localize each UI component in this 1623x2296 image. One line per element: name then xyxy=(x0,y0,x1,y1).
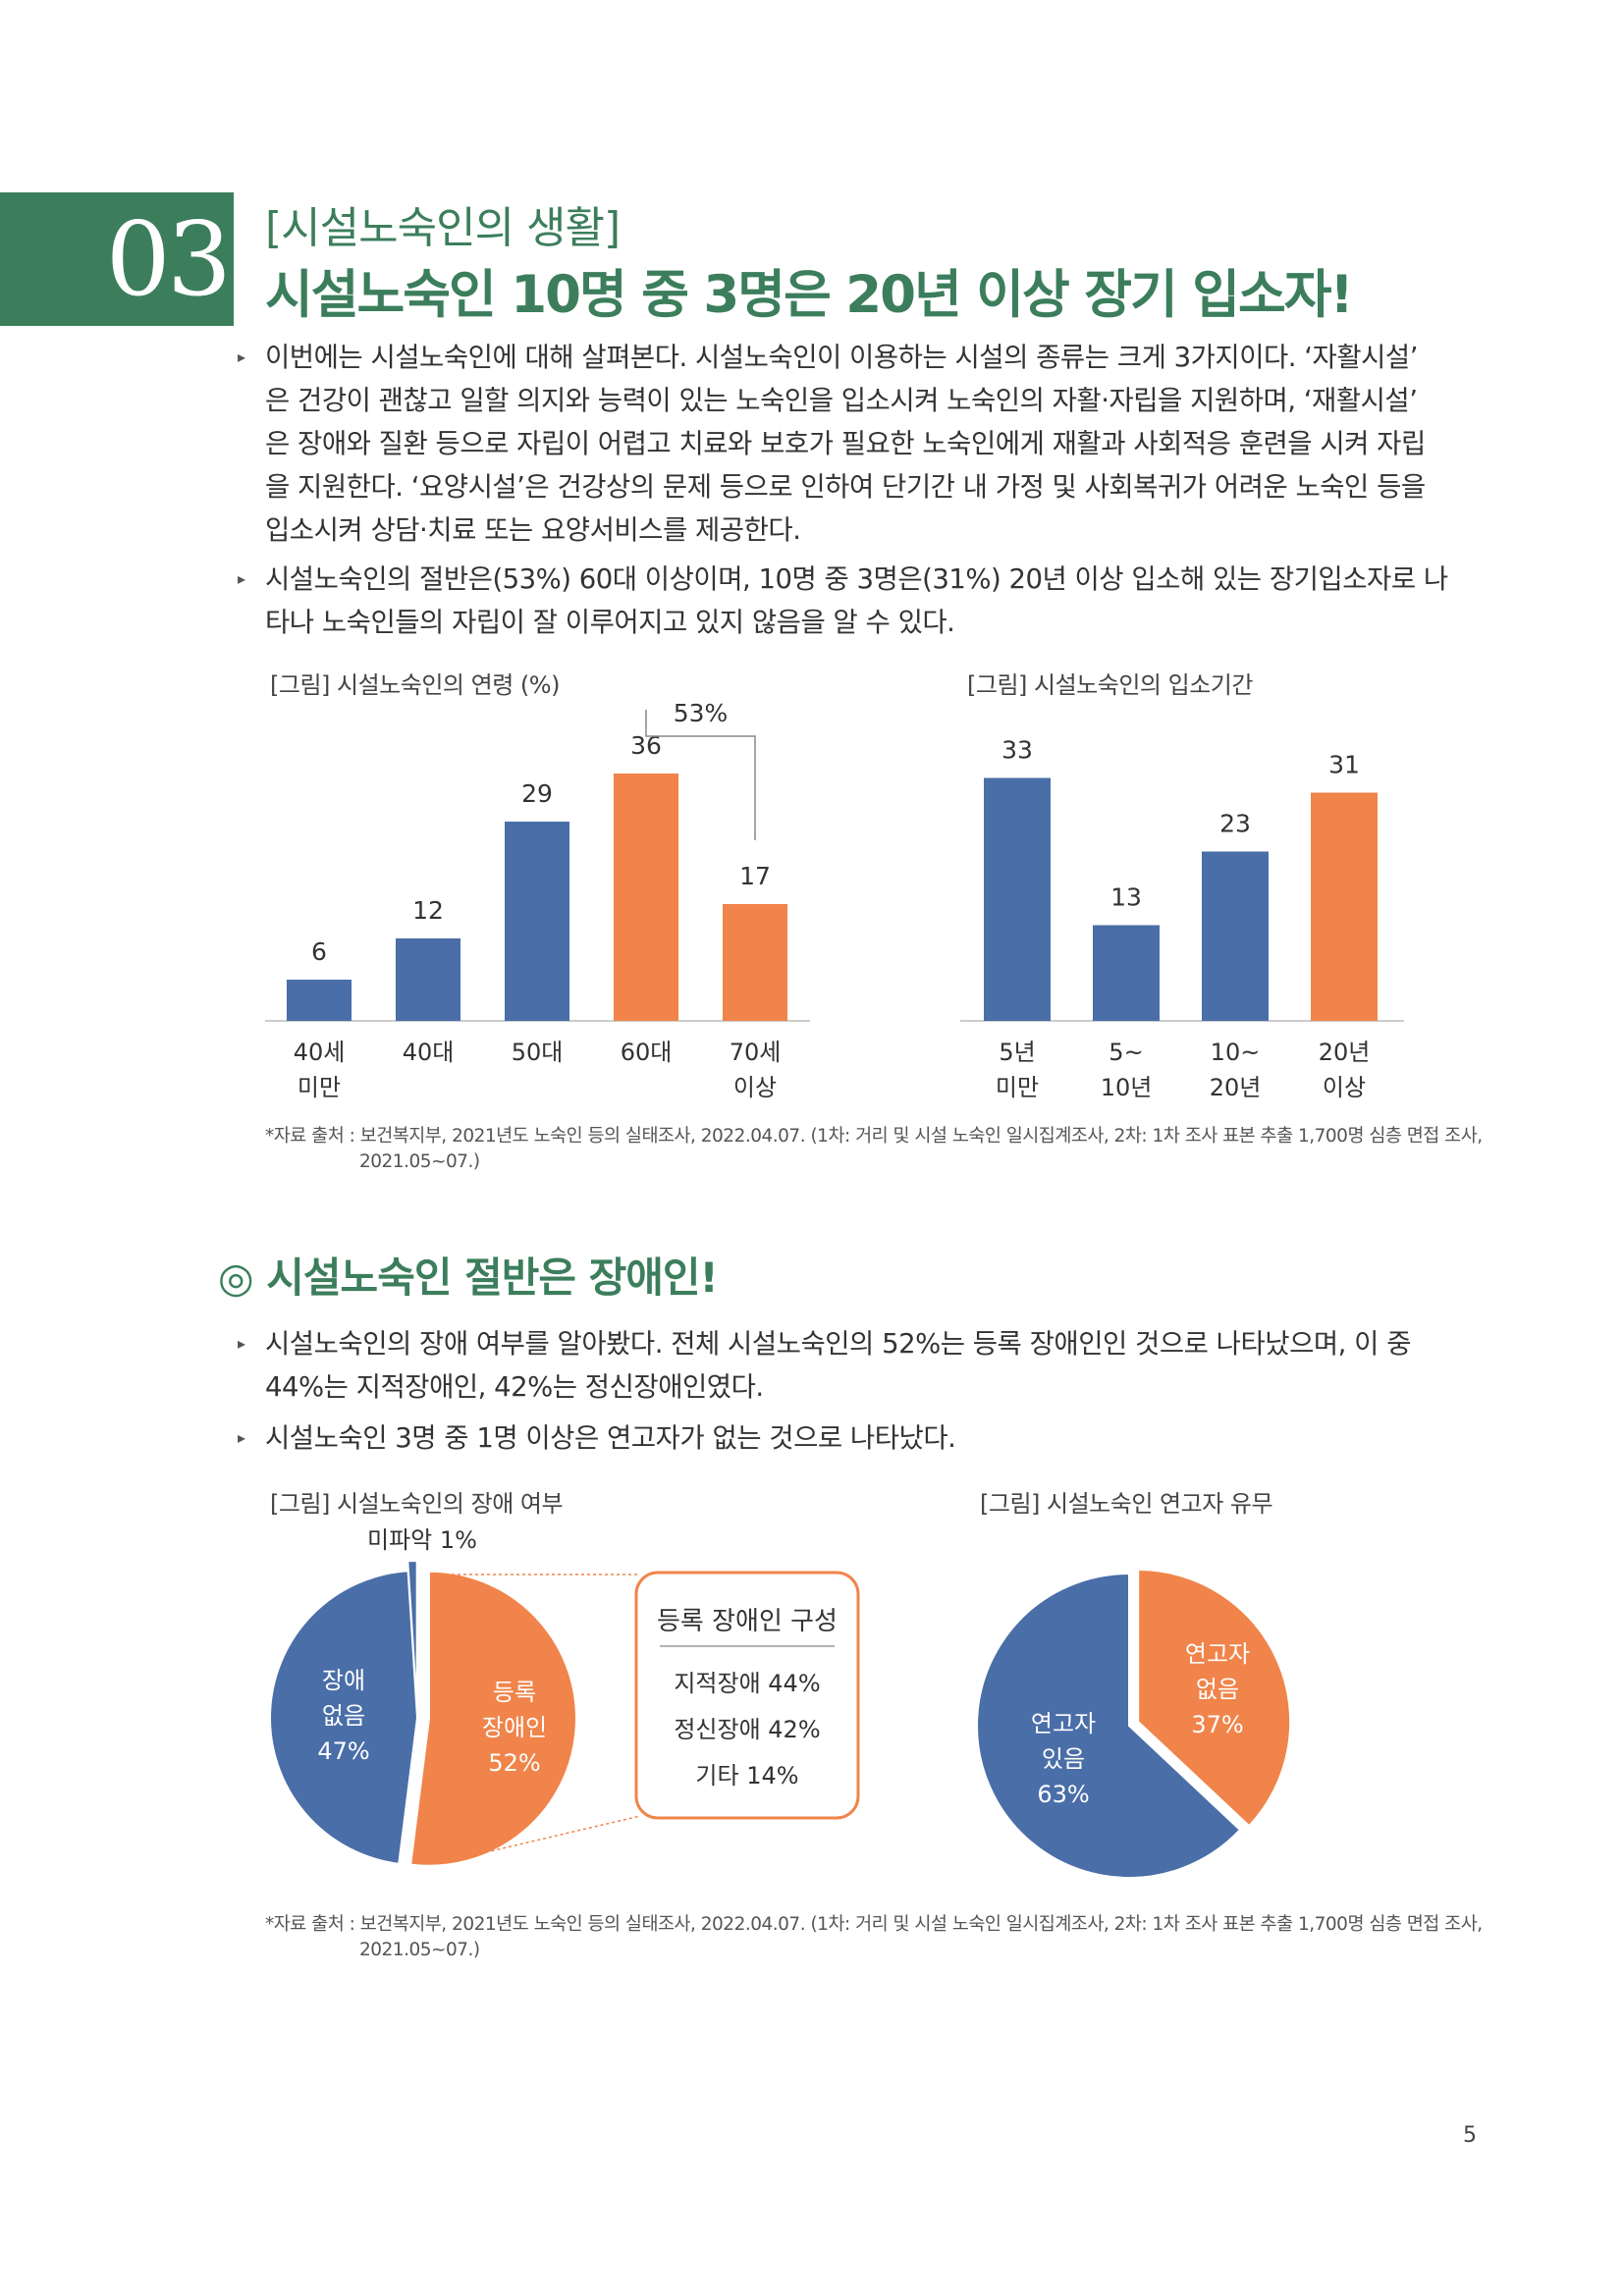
pie-slice xyxy=(409,1570,577,1867)
x-tick-label: 40대 xyxy=(403,1039,455,1066)
source-line: *자료 출처 : 보건복지부, 2021년도 노숙인 등의 실태조사, 2022… xyxy=(265,1126,1483,1147)
callout-item: 정신장애 42% xyxy=(674,1716,820,1743)
x-tick-label: 60대 xyxy=(621,1039,673,1066)
slice-label: 있음 xyxy=(1042,1745,1085,1773)
x-tick-label: 70세 xyxy=(730,1039,782,1066)
bar xyxy=(287,980,352,1021)
pie-slice xyxy=(269,1570,419,1865)
text-line: 을 지원한다. ‘요양시설’은 건강상의 문제 등으로 인하여 단기간 내 가정… xyxy=(265,471,1426,503)
text-line: 은 장애와 질환 등으로 자립이 어렵고 치료와 보호가 필요한 노숙인에게 재… xyxy=(265,428,1426,459)
slice-label: 63% xyxy=(1037,1781,1089,1808)
page-number: 5 xyxy=(1463,2123,1477,2148)
slice-label: 없음 xyxy=(1196,1676,1239,1703)
x-tick-label: 10년 xyxy=(1101,1074,1153,1101)
bar-value-label: 29 xyxy=(521,779,553,808)
bar xyxy=(1202,851,1269,1021)
bar xyxy=(1311,792,1378,1021)
x-tick-label: 이상 xyxy=(733,1074,777,1101)
bar xyxy=(505,822,569,1021)
x-tick-label: 50대 xyxy=(512,1039,564,1066)
slice-label: 장애 xyxy=(322,1667,365,1694)
bar-value-label: 6 xyxy=(311,937,327,966)
bar-value-label: 12 xyxy=(412,896,444,925)
bar xyxy=(396,938,460,1021)
paragraph-4: ▸ 시설노숙인 3명 중 1명 이상은 연고자가 없는 것으로 나타났다. xyxy=(238,1416,1483,1460)
triangle-bullet-icon: ▸ xyxy=(238,347,245,366)
disability-chart-title: [그림] 시설노숙인의 장애 여부 xyxy=(270,1490,564,1518)
bar-value-label: 31 xyxy=(1328,751,1360,779)
text-line: 타나 노숙인들의 자립이 잘 이루어지고 있지 않음을 알 수 있다. xyxy=(265,607,955,638)
paragraph-3: ▸ 시설노숙인의 장애 여부를 알아봤다. 전체 시설노숙인의 52%는 등록 … xyxy=(238,1322,1483,1409)
x-tick-label: 20년 xyxy=(1319,1039,1371,1066)
text-line: 시설노숙인의 절반은(53%) 60대 이상이며, 10명 중 3명은(31%)… xyxy=(265,563,1448,595)
triangle-bullet-icon: ▸ xyxy=(238,1428,245,1447)
bar xyxy=(723,904,787,1021)
pie-slice xyxy=(976,1572,1242,1879)
callout-title: 등록 장애인 구성 xyxy=(657,1607,838,1636)
x-tick-label: 5~ xyxy=(1109,1039,1143,1066)
source-line: 2021.05~07.) xyxy=(359,1151,480,1172)
text-line: 은 건강이 괜찮고 일할 의지와 능력이 있는 노숙인을 입소시켜 노숙인의 자… xyxy=(265,385,1418,416)
source-note-1: *자료 출처 : 보건복지부, 2021년도 노숙인 등의 실태조사, 2022… xyxy=(265,1124,1483,1175)
x-tick-label: 미만 xyxy=(996,1074,1039,1101)
age-chart-title: [그림] 시설노숙인의 연령 (%) xyxy=(270,671,560,699)
x-tick-label: 5년 xyxy=(999,1039,1035,1066)
x-tick-label: 40세 xyxy=(294,1039,346,1066)
source-note-2: *자료 출처 : 보건복지부, 2021년도 노숙인 등의 실태조사, 2022… xyxy=(265,1912,1483,1963)
slice-label: 47% xyxy=(317,1737,369,1765)
slice-label: 없음 xyxy=(322,1702,365,1730)
text-line: 44%는 지적장애인, 42%는 정신장애인였다. xyxy=(265,1371,764,1403)
pie-slice xyxy=(406,1560,418,1709)
callout-item: 기타 14% xyxy=(695,1762,798,1789)
x-tick-label: 이상 xyxy=(1323,1074,1366,1101)
callout-connector xyxy=(439,1815,641,1864)
bar-value-label: 33 xyxy=(1001,736,1033,765)
bracket-label: 53% xyxy=(674,699,729,727)
x-tick-label: 미만 xyxy=(298,1074,341,1101)
bar-value-label: 17 xyxy=(739,862,771,890)
source-line: 2021.05~07.) xyxy=(359,1940,480,1960)
bar xyxy=(984,777,1051,1021)
bar xyxy=(1093,925,1160,1021)
family-chart-title: [그림] 시설노숙인 연고자 유무 xyxy=(980,1490,1273,1518)
slice-label: 미파악 1% xyxy=(367,1526,477,1554)
text-line: 시설노숙인 3명 중 1명 이상은 연고자가 없는 것으로 나타났다. xyxy=(265,1422,956,1454)
paragraph-1: ▸ 이번에는 시설노숙인에 대해 살펴본다. 시설노숙인이 이용하는 시설의 종… xyxy=(238,336,1483,552)
x-tick-label: 10~ xyxy=(1211,1039,1261,1066)
triangle-bullet-icon: ▸ xyxy=(238,1334,245,1353)
slice-label: 등록 xyxy=(493,1679,536,1706)
triangle-bullet-icon: ▸ xyxy=(238,569,245,588)
section-subtitle: [시설노숙인의 생활] xyxy=(265,203,621,253)
bar xyxy=(614,774,678,1021)
section-title: 시설노숙인 10명 중 3명은 20년 이상 장기 입소자! xyxy=(265,265,1354,325)
pie-slice xyxy=(1137,1569,1292,1828)
callout-box xyxy=(634,1571,860,1820)
bar-value-label: 23 xyxy=(1219,810,1251,838)
slice-label: 52% xyxy=(488,1749,540,1777)
callout-item: 지적장애 44% xyxy=(674,1670,820,1697)
text-line: 시설노숙인의 장애 여부를 알아봤다. 전체 시설노숙인의 52%는 등록 장애… xyxy=(265,1328,1412,1360)
slice-label: 연고자 xyxy=(1185,1640,1250,1668)
x-tick-label: 20년 xyxy=(1210,1074,1262,1101)
slice-label: 연고자 xyxy=(1031,1710,1096,1737)
subsection-title: ◎ 시설노숙인 절반은 장애인! xyxy=(218,1254,719,1302)
source-line: *자료 출처 : 보건복지부, 2021년도 노숙인 등의 실태조사, 2022… xyxy=(265,1914,1483,1935)
text-line: 이번에는 시설노숙인에 대해 살펴본다. 시설노숙인이 이용하는 시설의 종류는… xyxy=(265,342,1418,373)
bracket-line xyxy=(645,710,756,840)
bar-value-label: 13 xyxy=(1110,883,1142,912)
stay-chart-title: [그림] 시설노숙인의 입소기간 xyxy=(967,671,1253,699)
slice-label: 37% xyxy=(1191,1711,1243,1738)
text-line: 입소시켜 상담·치료 또는 요양서비스를 제공한다. xyxy=(265,514,801,546)
paragraph-2: ▸ 시설노숙인의 절반은(53%) 60대 이상이며, 10명 중 3명은(31… xyxy=(238,558,1483,644)
section-number: 03 xyxy=(0,192,234,326)
slice-label: 장애인 xyxy=(482,1714,547,1741)
